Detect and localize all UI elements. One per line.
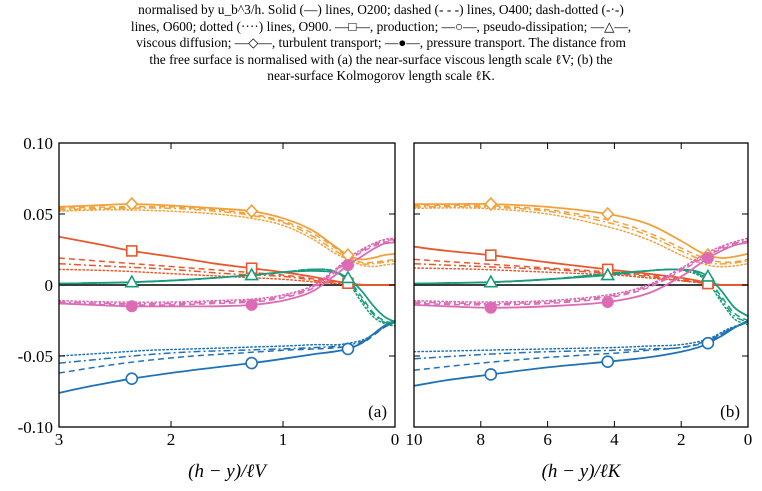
panel-label: (a) [368, 402, 387, 421]
data-point-viscous-diffusion [483, 274, 499, 288]
caption-line: near-surface Kolmogorov length scale ℓK. [267, 68, 495, 84]
x-tick-label: 0 [391, 430, 400, 449]
data-point-viscous-diffusion [124, 274, 140, 288]
caption-line: lines, O600; dotted (····) lines, O900. … [130, 18, 632, 34]
series-line-pressure-transport-O400 [59, 240, 395, 306]
y-tick-label: -0.10 [18, 418, 53, 437]
data-point-pseudo-dissipation [125, 372, 139, 386]
data-point-turbulent-transport [245, 203, 259, 219]
marker-group [124, 196, 356, 386]
series-line-turbulent-transport-O900 [59, 208, 395, 268]
series-line-turbulent-transport-O600 [59, 207, 395, 265]
x-tick-label: 6 [543, 430, 552, 449]
data-point-viscous-diffusion [700, 268, 716, 282]
series-line-turbulent-transport-O900 [414, 207, 748, 268]
series-line-pseudo-dissipation-O400 [414, 321, 748, 371]
y-tick-label: -0.05 [18, 347, 53, 366]
marker-group [483, 196, 716, 381]
series-line-viscous-diffusion-O900 [59, 268, 395, 327]
data-point-pseudo-dissipation [601, 355, 615, 368]
caption-line: the free surface is normalised with (a) … [149, 51, 613, 67]
series-line-pseudo-dissipation-O600 [414, 321, 748, 360]
x-tick-label: 3 [55, 430, 64, 449]
series-line-turbulent-transport-O400 [59, 205, 395, 264]
data-point-pressure-transport [245, 298, 258, 311]
data-point-turbulent-transport [484, 196, 498, 212]
caption-line: viscous diffusion; —◇—, turbulent transp… [136, 35, 626, 51]
x-tick-label: 2 [677, 430, 686, 449]
series-line-pseudo-dissipation-O900 [59, 321, 395, 357]
chart-panel-b: 10 8 6 4 2 0(b) (h − y)/ℓK [406, 142, 753, 482]
y-tick-label: 0 [45, 276, 54, 295]
series-line-production-O900 [414, 267, 748, 286]
series-line-pressure-transport-O400 [414, 240, 748, 306]
data-point-viscous-diffusion [244, 267, 260, 281]
data-point-pressure-transport [125, 300, 138, 313]
series-line-production-O400 [414, 258, 748, 286]
data-point-pressure-transport [701, 252, 714, 265]
series-line-pressure-transport-O600 [59, 238, 395, 305]
y-tick-label: 0.10 [23, 134, 53, 153]
data-point-viscous-diffusion [340, 270, 356, 284]
panel-label: (b) [720, 402, 740, 421]
series-group [414, 202, 748, 387]
series-line-turbulent-transport-O200 [414, 202, 748, 259]
data-point-turbulent-transport [601, 206, 615, 222]
data-point-pressure-transport [484, 301, 497, 314]
figure-caption: normalised by u_b^3/h. Solid (—) lines, … [10, 2, 752, 85]
x-axis-label: (h − y)/ℓK [542, 461, 622, 482]
series-line-pseudo-dissipation-O900 [414, 321, 748, 353]
series-line-pseudo-dissipation-O400 [59, 321, 395, 374]
data-point-viscous-diffusion [600, 267, 616, 281]
data-point-pseudo-dissipation [701, 336, 715, 350]
data-point-pseudo-dissipation [245, 356, 258, 370]
series-line-viscous-diffusion-O900 [414, 268, 748, 326]
y-tick-label: 0.05 [23, 205, 53, 224]
x-tick-label: 2 [167, 430, 176, 449]
series-line-production-O600 [59, 262, 395, 286]
series-line-pseudo-dissipation-O600 [59, 321, 395, 364]
series-line-turbulent-transport-O400 [414, 204, 748, 264]
caption-line: normalised by u_b^3/h. Solid (—) lines, … [138, 2, 624, 17]
series-line-pseudo-dissipation-O200 [414, 319, 748, 387]
series-line-pressure-transport-O900 [59, 237, 395, 303]
x-tick-label: 0 [744, 430, 753, 449]
series-line-pseudo-dissipation-O200 [59, 319, 395, 394]
data-point-pseudo-dissipation [341, 342, 355, 356]
series-line-pressure-transport-O900 [414, 237, 748, 303]
x-tick-label: 8 [477, 430, 486, 449]
data-point-turbulent-transport [125, 196, 139, 212]
data-point-pressure-transport [601, 296, 614, 309]
data-point-pseudo-dissipation [484, 368, 498, 381]
x-tick-label: 10 [406, 430, 423, 449]
data-point-pressure-transport [341, 259, 354, 272]
x-axis-label: (h − y)/ℓV [188, 461, 268, 482]
chart-panel-a: 3 2 1 0 -0.10 -0.05 0 0.05 0.10 (a) (h − y)/ℓV [18, 134, 400, 482]
series-line-production-O900 [59, 268, 395, 286]
series-line-production-O600 [414, 262, 748, 286]
data-point-production [485, 249, 497, 261]
x-tick-label: 4 [610, 430, 619, 449]
x-tick-label: 1 [279, 430, 288, 449]
series-group [59, 203, 395, 394]
data-point-production [126, 245, 138, 257]
